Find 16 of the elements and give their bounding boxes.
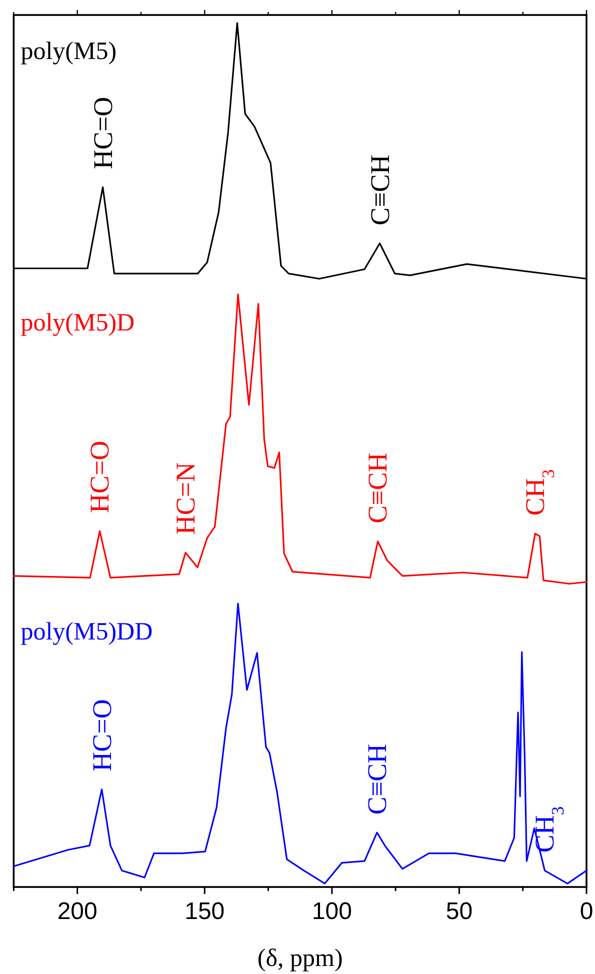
- text: poly(M5)D: [20, 309, 135, 336]
- annotation: C≡CH: [362, 452, 393, 524]
- annotation: HC=N: [170, 462, 201, 535]
- x-tick-label: 0: [580, 898, 594, 925]
- x-tick-label: 50: [446, 898, 473, 925]
- annotation: HC=O: [84, 440, 115, 514]
- annotation: HC=O: [88, 96, 118, 170]
- x-tick-label: 200: [57, 898, 98, 925]
- x-tick-label: 100: [312, 898, 352, 925]
- annotation: C≡CH: [364, 154, 395, 226]
- text: poly(M5)DD: [20, 618, 153, 646]
- annotation: C≡CH: [362, 744, 392, 815]
- legend-label: poly(M5): [20, 38, 117, 65]
- x-axis-title: (δ, ppm): [257, 945, 343, 972]
- x-tick-label: 150: [184, 898, 225, 925]
- annotation: HC=O: [86, 699, 117, 772]
